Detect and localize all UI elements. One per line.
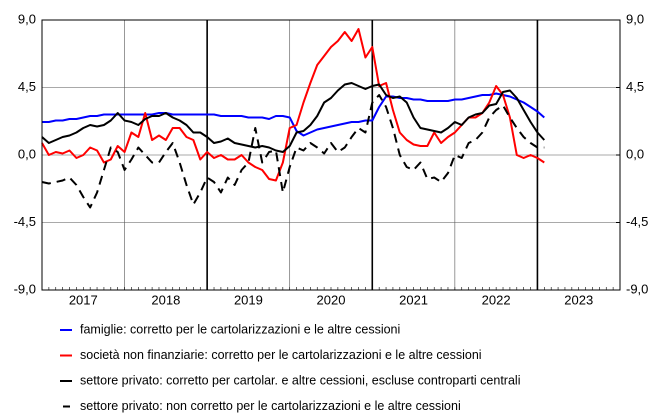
series-line xyxy=(41,28,545,182)
y2-tick-label: -9,0 xyxy=(626,281,648,296)
y2-tick-label: 0,0 xyxy=(626,146,644,161)
x-tick-label: 2022 xyxy=(482,292,511,307)
data-layer xyxy=(41,28,546,209)
legend-label: società non finanziarie: corretto per le… xyxy=(80,348,482,362)
legend-label: famiglie: corretto per le cartolarizzazi… xyxy=(80,322,400,336)
y-tick-label: 4,5 xyxy=(18,79,36,94)
legend: famiglie: corretto per le cartolarizzazi… xyxy=(60,322,520,413)
x-tick-label: 2020 xyxy=(317,292,346,307)
series-line xyxy=(42,92,545,137)
y2-tick-label: -4,5 xyxy=(626,214,648,229)
x-tick-label: 2019 xyxy=(234,292,263,307)
y-tick-label: -9,0 xyxy=(14,281,36,296)
y2-tick-label: 9,0 xyxy=(626,11,644,26)
series-line xyxy=(41,82,546,153)
grid-layer xyxy=(42,19,620,291)
legend-label: settore privato: corretto per cartolar. … xyxy=(80,373,520,387)
y-tick-label: 9,0 xyxy=(18,11,36,26)
legend-label: settore privato: non corretto per le car… xyxy=(80,399,461,413)
x-tick-label: 2017 xyxy=(69,292,98,307)
series-line xyxy=(41,94,545,209)
x-tick-label: 2021 xyxy=(399,292,428,307)
x-tick-label: 2018 xyxy=(151,292,180,307)
axis-layer: -9,0 -4,5 0,0 4,5 9,0 -9,0 -4,5 0,0 4,5 9,0 2017 20… xyxy=(14,11,649,307)
y2-tick-label: 4,5 xyxy=(626,79,644,94)
x-tick-label: 2023 xyxy=(564,292,593,307)
y-tick-label: 0,0 xyxy=(18,146,36,161)
y-tick-label: -4,5 xyxy=(14,214,36,229)
